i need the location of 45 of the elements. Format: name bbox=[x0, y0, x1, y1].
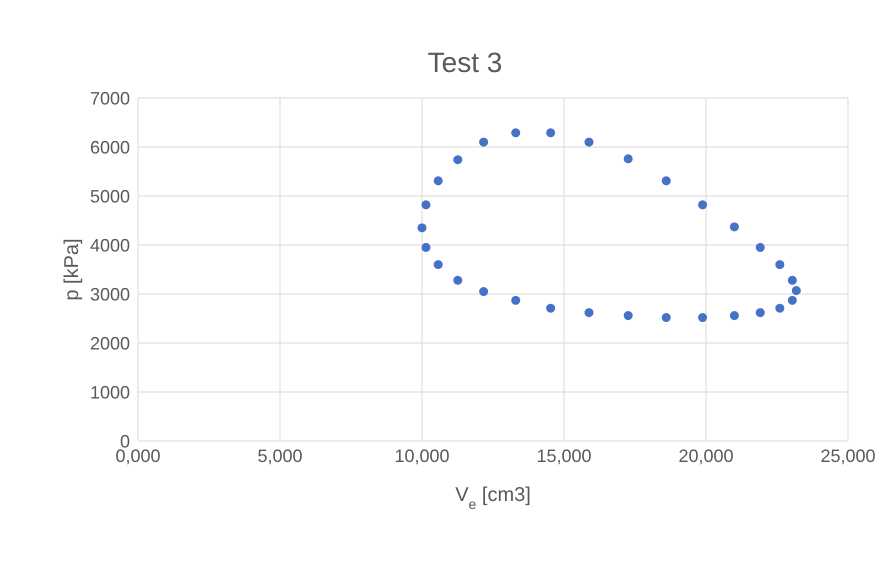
point bbox=[421, 242, 430, 252]
point bbox=[698, 200, 708, 210]
point bbox=[775, 304, 784, 313]
x-tick-label: 20,000 bbox=[678, 446, 734, 466]
point bbox=[421, 200, 430, 210]
point bbox=[756, 308, 765, 318]
point bbox=[662, 176, 671, 186]
point bbox=[698, 313, 708, 322]
point bbox=[434, 260, 443, 270]
y-tick-label: 1000 bbox=[90, 382, 130, 402]
point bbox=[584, 308, 594, 318]
point bbox=[624, 311, 633, 320]
x-tick-label: 25,000 bbox=[820, 446, 876, 466]
y-tick-label: 6000 bbox=[90, 137, 130, 158]
point bbox=[511, 128, 520, 138]
point bbox=[730, 311, 739, 320]
x-tick-label: 10,000 bbox=[394, 446, 450, 466]
point bbox=[546, 128, 556, 138]
point bbox=[584, 138, 594, 147]
x-tick-label: 5,000 bbox=[257, 446, 303, 466]
point bbox=[434, 176, 443, 186]
point bbox=[788, 276, 797, 285]
y-tick-label: 7000 bbox=[90, 88, 130, 108]
y-tick-label: 3000 bbox=[90, 284, 130, 304]
y-tick-label: 2000 bbox=[90, 333, 130, 354]
x-tick-label: 15,000 bbox=[536, 446, 592, 466]
point bbox=[417, 223, 427, 232]
point bbox=[479, 287, 488, 296]
point bbox=[792, 286, 801, 296]
y-tick-label: 4000 bbox=[90, 235, 130, 256]
point bbox=[788, 296, 797, 305]
point bbox=[775, 260, 784, 270]
point bbox=[756, 242, 765, 252]
point bbox=[511, 296, 520, 305]
point bbox=[453, 276, 462, 285]
y-axis-title: p [kPa] bbox=[61, 238, 83, 301]
point bbox=[730, 222, 739, 232]
y-tick-label: 5000 bbox=[90, 186, 130, 206]
point bbox=[662, 313, 671, 322]
point bbox=[546, 304, 556, 313]
point bbox=[453, 155, 462, 164]
point bbox=[624, 154, 633, 164]
chart-title: Test 3 bbox=[428, 47, 502, 78]
point bbox=[479, 138, 488, 147]
x-axis-title: V$_{e}$ [cm3] bbox=[455, 484, 531, 512]
